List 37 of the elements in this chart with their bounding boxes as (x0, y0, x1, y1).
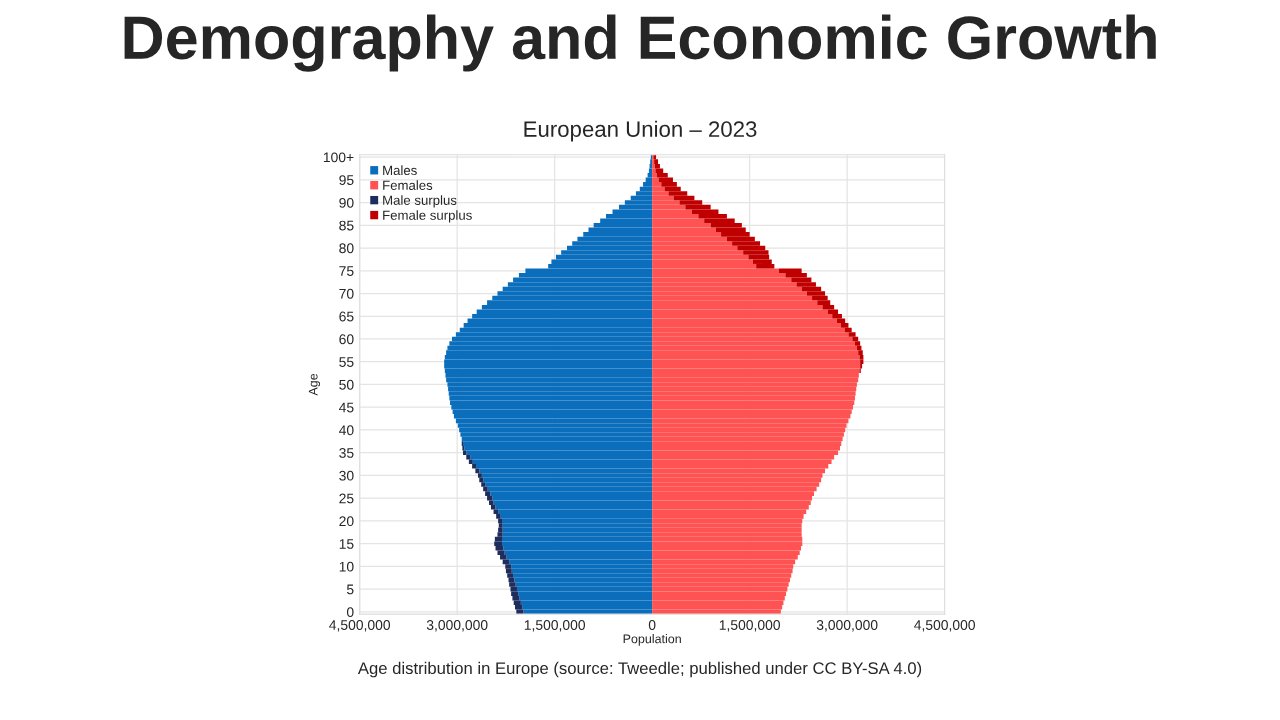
y-tick-label: 10 (339, 561, 354, 572)
y-tick-label: 15 (339, 539, 354, 549)
x-tick-label: 0 (648, 620, 656, 630)
y-tick-label: 80 (339, 243, 354, 254)
x-tick-label: 3,000,000 (426, 620, 488, 632)
legend-label: Females (383, 180, 433, 190)
y-tick-label: 55 (339, 357, 354, 367)
y-tick-label: 45 (339, 402, 354, 413)
x-tick-label: 4,500,000 (914, 620, 975, 632)
y-tick-label: 5 (346, 584, 354, 595)
y-tick-label: 85 (339, 220, 354, 231)
y-tick-label: 100+ (323, 152, 354, 163)
chart-subtitle: European Union – 2023 (524, 120, 757, 142)
text: Age distribution in Europe (source: Tweedle; published under CC BY-SA 4.0) (357, 661, 922, 678)
legend-label: Males (383, 165, 417, 176)
y-tick-label: 65 (339, 311, 354, 322)
legend-label: Female surplus (383, 210, 472, 223)
y-axis-title: Age (308, 373, 321, 396)
y-tick-label: 60 (339, 334, 354, 345)
x-tick-label: 1,500,000 (524, 620, 586, 632)
y-tick-label: 75 (339, 266, 354, 276)
y-tick-label: 30 (339, 470, 354, 481)
y-tick-label: 20 (339, 516, 354, 527)
y-tick-label: 35 (339, 448, 354, 458)
y-tick-label: 0 (346, 607, 354, 618)
y-tick-label: 50 (339, 379, 354, 390)
x-tick-label: 4,500,000 (329, 620, 391, 632)
x-axis-title: Population (623, 634, 681, 646)
legend-label: Male surplus (383, 195, 457, 208)
x-tick-label: 3,000,000 (816, 620, 878, 632)
y-tick-label: 70 (339, 288, 354, 299)
y-tick-label: 40 (339, 425, 354, 436)
chart-title: Demography and Economic Growth (124, 14, 1156, 72)
x-tick-label: 1,500,000 (719, 620, 781, 632)
y-tick-label: 25 (339, 493, 354, 504)
y-tick-label: 95 (339, 175, 354, 185)
y-tick-label: 90 (339, 197, 354, 208)
